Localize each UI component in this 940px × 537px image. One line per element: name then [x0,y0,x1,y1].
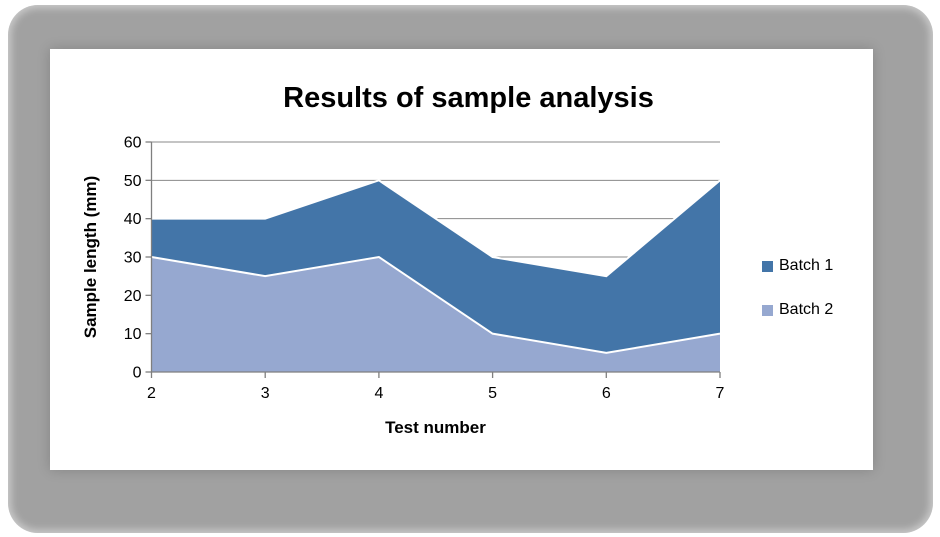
svg-text:50: 50 [124,173,142,190]
svg-text:6: 6 [602,385,611,402]
legend-label-batch-2: Batch 2 [779,301,834,318]
svg-text:4: 4 [374,385,383,402]
svg-text:20: 20 [124,288,142,305]
svg-text:3: 3 [261,385,270,402]
chart-legend: Batch 1 Batch 2 [762,255,872,343]
x-axis-title: Test number [385,418,486,437]
legend-swatch-batch-1-icon [762,260,773,272]
svg-text:5: 5 [488,385,497,402]
chart-card: Results of sample analysis Sample length… [50,49,873,470]
chart-svg: 0 10 20 30 40 50 60 2 3 4 5 6 7 [124,135,725,403]
svg-text:10: 10 [124,326,142,343]
legend-label-batch-1: Batch 1 [779,257,834,274]
svg-text:30: 30 [124,250,142,267]
legend-item-batch-1: Batch 1 [762,255,872,277]
legend-item-batch-2: Batch 2 [762,299,872,321]
svg-text:0: 0 [133,365,142,382]
svg-text:2: 2 [147,385,156,402]
svg-text:60: 60 [124,135,142,152]
legend-swatch-batch-2-icon [762,304,773,316]
svg-text:7: 7 [716,385,725,402]
chart-title: Results of sample analysis [283,82,654,114]
svg-text:40: 40 [124,211,142,228]
